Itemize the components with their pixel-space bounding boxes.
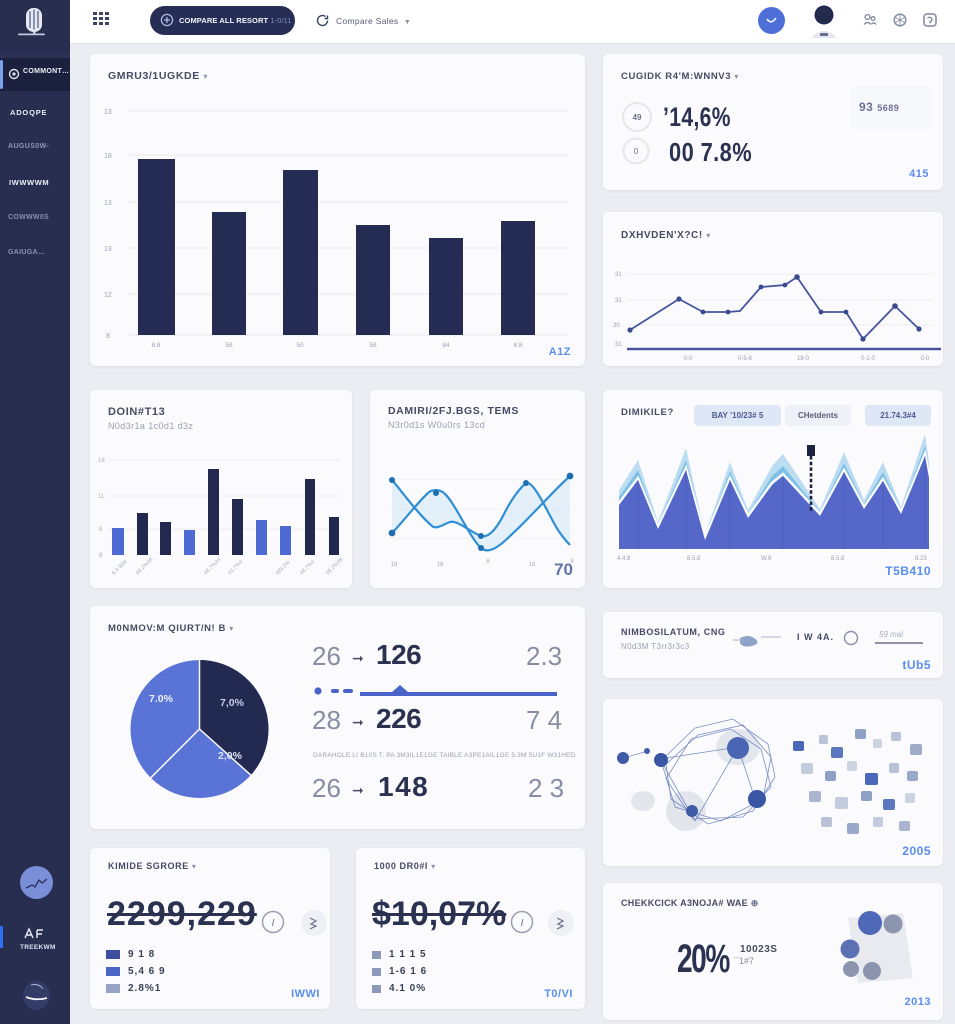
svg-text:58: 58	[225, 342, 233, 349]
svg-text:7.0%: 7.0%	[149, 693, 174, 705]
svg-text:8.5.8: 8.5.8	[687, 556, 701, 562]
svg-text:4.4.8: 4.4.8	[617, 556, 631, 562]
svg-text:13: 13	[104, 200, 112, 207]
svg-text:48.7%24: 48.7%24	[203, 557, 223, 577]
svg-text:49: 49	[633, 113, 642, 122]
svg-text:84: 84	[442, 342, 450, 349]
svg-text:58: 58	[369, 342, 377, 349]
svg-text:8.23: 8.23	[915, 556, 927, 562]
svg-text:0-0: 0-0	[684, 356, 693, 362]
svg-text:0: 0	[634, 147, 639, 156]
svg-text:2,0%: 2,0%	[218, 750, 243, 762]
svg-text:13: 13	[104, 109, 112, 116]
svg-text:8: 8	[570, 559, 574, 565]
svg-text:I: I	[521, 918, 524, 929]
svg-text:0-0: 0-0	[921, 356, 930, 362]
svg-text:30: 30	[613, 323, 620, 329]
svg-text:18: 18	[104, 153, 112, 160]
svg-text:31: 31	[615, 272, 622, 278]
svg-text:11: 11	[98, 494, 105, 500]
svg-text:8.5.8: 8.5.8	[831, 556, 845, 562]
svg-text:48.2%48: 48.2%48	[325, 557, 345, 577]
svg-text:8: 8	[486, 559, 490, 565]
svg-text:8: 8	[99, 553, 103, 559]
svg-text:12: 12	[104, 292, 112, 299]
svg-text:W9.2%: W9.2%	[275, 560, 292, 577]
svg-text:I: I	[272, 918, 275, 929]
svg-text:48.7%4: 48.7%4	[299, 559, 316, 576]
svg-text:18: 18	[391, 562, 398, 568]
svg-text:0-1-0: 0-1-0	[861, 356, 876, 362]
svg-text:31: 31	[615, 342, 622, 348]
svg-text:48.2%48: 48.2%48	[135, 557, 155, 577]
svg-text:8: 8	[99, 527, 103, 533]
svg-text:7,0%: 7,0%	[220, 697, 245, 709]
svg-text:8: 8	[106, 333, 110, 340]
svg-text:8.8: 8.8	[513, 342, 522, 349]
svg-text:50: 50	[296, 342, 304, 349]
svg-text:6.4 War: 6.4 War	[111, 559, 129, 577]
svg-text:18-0: 18-0	[797, 356, 810, 362]
svg-text:18: 18	[529, 562, 536, 568]
svg-text:43.7%4: 43.7%4	[227, 559, 244, 576]
svg-text:18: 18	[437, 562, 444, 568]
svg-text:13: 13	[104, 246, 112, 253]
svg-text:18: 18	[98, 458, 105, 464]
svg-text:0-5-6: 0-5-6	[738, 356, 753, 362]
svg-text:31: 31	[615, 298, 622, 304]
svg-text:W.8: W.8	[761, 556, 772, 562]
svg-text:8.6: 8.6	[151, 342, 160, 349]
